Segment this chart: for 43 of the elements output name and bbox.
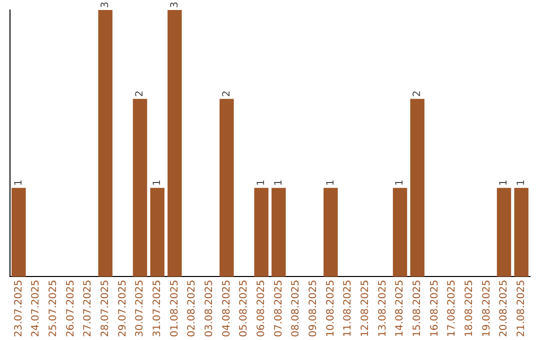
data-label: 1 (13, 179, 24, 186)
x-tick-label: 03.08.2025 (204, 280, 215, 338)
x-tick-label: 30.07.2025 (134, 280, 146, 338)
x-tick-label: 13.08.2025 (377, 280, 388, 338)
x-tick-label: 17.08.2025 (446, 280, 458, 338)
x-tick-label: 05.08.2025 (238, 280, 250, 338)
data-label: 1 (498, 179, 510, 186)
x-tick-label: 09.08.2025 (308, 280, 319, 338)
x-tick-label: 04.08.2025 (221, 280, 232, 338)
data-label: 3 (169, 2, 180, 8)
x-tick-label: 27.07.2025 (82, 280, 94, 338)
data-label: 1 (325, 179, 336, 186)
x-tick-label: 25.07.2025 (48, 280, 59, 338)
x-tick-label: 18.08.2025 (464, 280, 475, 338)
data-label: 3 (100, 2, 111, 8)
x-tick-label: 01.08.2025 (169, 280, 180, 338)
x-tick-label: 21.08.2025 (516, 280, 527, 338)
data-label: 1 (273, 179, 284, 186)
x-tick-label: 15.08.2025 (412, 280, 423, 338)
x-tick-label: 31.07.2025 (152, 280, 163, 338)
data-label: 1 (394, 179, 406, 186)
data-label: 1 (516, 179, 527, 186)
data-label: 2 (134, 90, 146, 97)
x-tick-label: 29.07.2025 (117, 280, 128, 338)
x-tick-label: 28.07.2025 (100, 280, 111, 338)
x-tick-label: 11.08.2025 (342, 280, 354, 338)
x-tick-label: 24.07.2025 (30, 280, 42, 338)
x-tick-label: 10.08.2025 (325, 280, 336, 338)
x-tick-label: 02.08.2025 (186, 280, 198, 338)
x-tick-label: 23.07.2025 (13, 280, 24, 338)
x-tick-label: 07.08.2025 (273, 280, 284, 338)
x-tick-label: 19.08.2025 (481, 280, 492, 338)
data-label: 2 (221, 90, 232, 97)
x-tick-label: 06.08.2025 (256, 280, 267, 338)
x-tick-label: 14.08.2025 (394, 280, 406, 338)
data-label: 1 (152, 179, 163, 186)
x-tick-label: 08.08.2025 (290, 280, 302, 338)
x-tick-label: 20.08.2025 (498, 280, 510, 338)
data-label: 2 (412, 90, 423, 97)
x-tick-label: 16.08.2025 (429, 280, 440, 338)
x-tick-label: 12.08.2025 (360, 280, 371, 338)
data-label: 1 (256, 179, 267, 186)
x-tick-label: 26.07.2025 (65, 280, 76, 338)
